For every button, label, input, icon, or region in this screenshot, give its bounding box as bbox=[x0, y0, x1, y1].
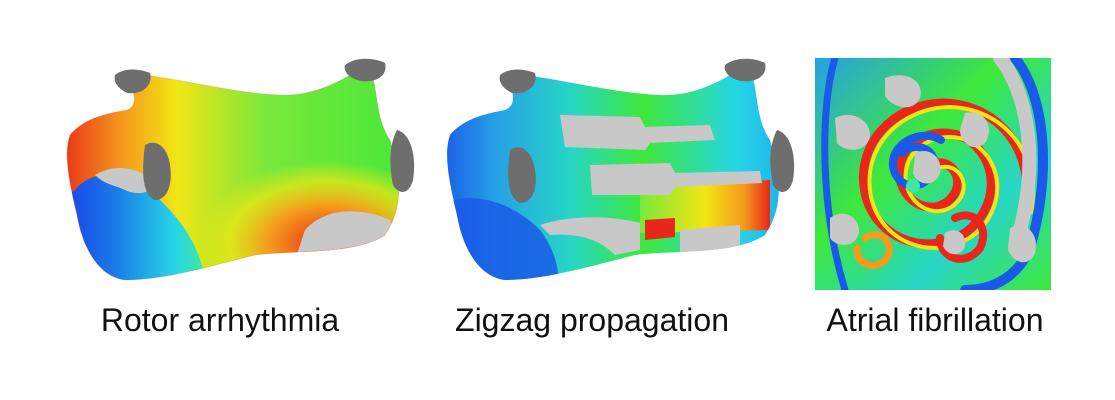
atrial-fibrillation-caption: Atrial fibrillation bbox=[826, 302, 1044, 338]
rotor-arrhythmia-caption: Rotor arrhythmia bbox=[100, 302, 340, 338]
zigzag-propagation-caption: Zigzag propagation bbox=[455, 302, 729, 338]
zigzag-propagation-image bbox=[440, 55, 810, 290]
atrial-fibrillation-image bbox=[815, 58, 1051, 290]
rotor-arrhythmia-image bbox=[55, 55, 435, 290]
